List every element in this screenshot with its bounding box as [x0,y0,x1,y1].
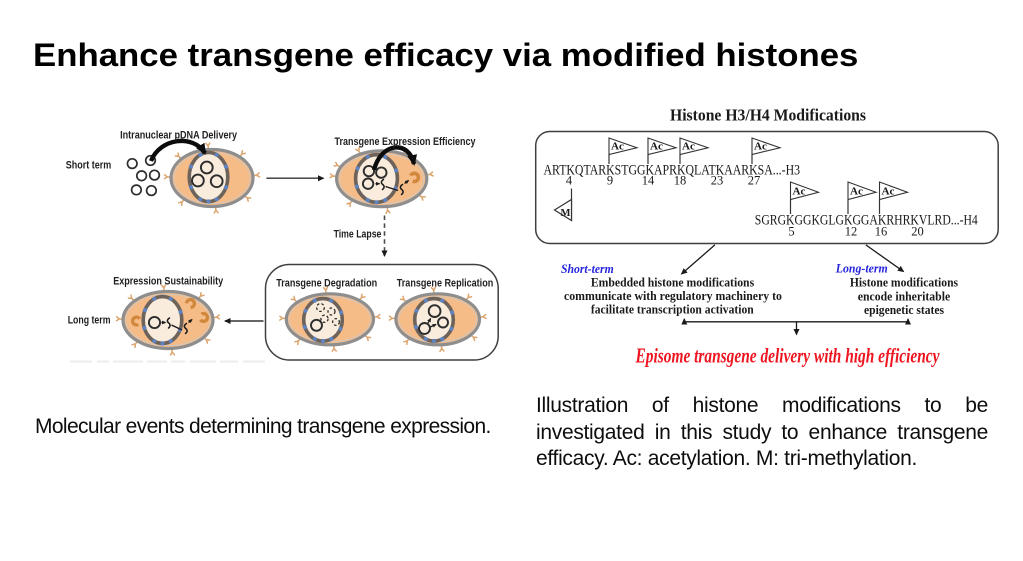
svg-text:Intranuclear pDNA Delivery: Intranuclear pDNA Delivery [120,130,237,142]
svg-text:4: 4 [566,174,573,188]
svg-text:Long term: Long term [68,315,111,327]
svg-text:facilitate transcription activ: facilitate transcription activation [591,303,754,317]
svg-text:14: 14 [642,174,655,188]
svg-text:Transgene Replication: Transgene Replication [397,277,494,289]
svg-text:M: M [561,207,572,219]
svg-text:encode inheritable: encode inheritable [858,289,951,303]
svg-text:Transgene Degradation: Transgene Degradation [276,277,377,289]
svg-text:Ac: Ac [793,186,806,198]
svg-text:Embedded histone modifications: Embedded histone modifications [591,275,754,289]
svg-text:Transgene Expression Efficienc: Transgene Expression Efficiency [335,136,476,148]
svg-text:Ac: Ac [754,141,767,153]
svg-text:Histone H3/H4 Modifications: Histone H3/H4 Modifications [670,105,867,124]
svg-text:Time Lapse: Time Lapse [334,228,382,240]
svg-text:5: 5 [788,225,794,239]
svg-text:Expression Sustainability: Expression Sustainability [113,276,223,288]
svg-text:Ac: Ac [882,186,895,198]
svg-text:12: 12 [845,225,858,239]
svg-text:Short term: Short term [66,160,111,172]
svg-text:20: 20 [911,225,924,239]
svg-text:Histone modifications: Histone modifications [850,276,958,290]
svg-text:SGRGKGGKGLGKGGAKRHRKVLRD...-H4: SGRGKGGKGLGKGGAKRHRKVLRD...-H4 [755,213,978,229]
svg-text:18: 18 [674,174,687,188]
svg-text:Ac: Ac [850,186,863,198]
svg-text:27: 27 [748,174,761,188]
svg-text:Ac: Ac [611,141,624,153]
svg-text:epigenetic states: epigenetic states [864,303,944,317]
svg-text:16: 16 [875,225,888,239]
svg-text:23: 23 [711,174,724,188]
svg-text:Ac: Ac [682,141,695,153]
svg-text:Ac: Ac [650,141,663,153]
svg-text:Long-term: Long-term [835,262,888,276]
svg-text:9: 9 [607,174,613,188]
svg-text:Short-term: Short-term [561,262,614,276]
svg-text:ARTKQTARKSTGGKAPRKQLATKAARKSA.: ARTKQTARKSTGGKAPRKQLATKAARKSA...-H3 [544,162,801,178]
svg-text:Episome transgene delivery wit: Episome transgene delivery with high eff… [635,343,940,367]
svg-text:communicate with regulatory ma: communicate with regulatory machinery to [564,289,782,303]
